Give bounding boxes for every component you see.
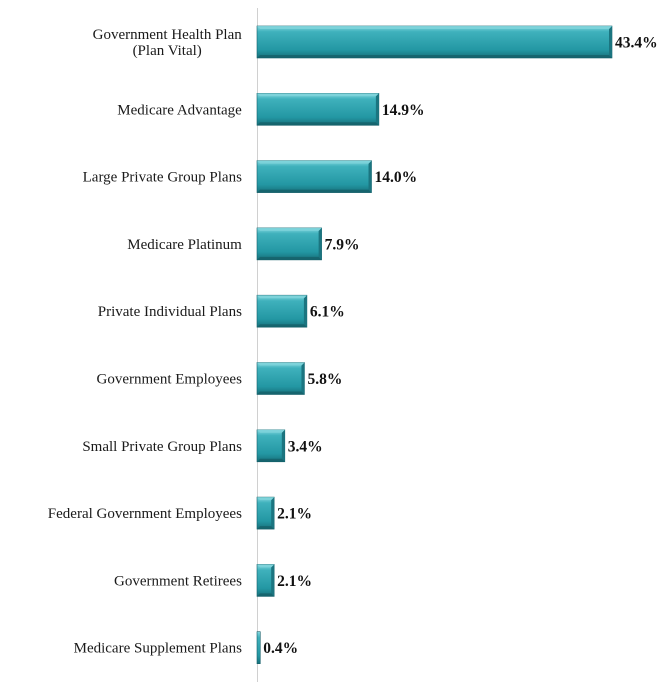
bar-bottom (257, 189, 372, 193)
category-label-1: Government Health Plan (Plan Vital) (93, 27, 243, 59)
bar-9 (256, 564, 275, 597)
bar-6 (256, 362, 305, 395)
bar-face (256, 227, 322, 261)
category-label-line: Large Private Group Plans (83, 170, 242, 186)
bar-side (301, 362, 305, 395)
value-label-6: 5.8% (307, 371, 342, 388)
bar-side (318, 227, 322, 260)
bar-bottom (257, 593, 275, 597)
bar-bottom (257, 458, 285, 462)
bar-bottom (257, 122, 379, 126)
value-label-10: 0.4% (263, 640, 298, 657)
category-label-2: Medicare Advantage (117, 102, 242, 118)
bar-10 (256, 631, 261, 665)
bar-bottom (257, 526, 275, 530)
bar-side (271, 564, 275, 597)
category-labels-group: Government Health Plan (Plan Vital) Medica… (48, 27, 242, 657)
bar-1 (256, 25, 613, 59)
bar-face (256, 160, 372, 193)
category-label-10: Medicare Supplement Plans (74, 641, 242, 657)
bar-top (257, 564, 275, 568)
bar-top (257, 160, 372, 164)
category-label-line: Medicare Platinum (127, 237, 242, 253)
bar-side (281, 429, 285, 462)
bar-face (256, 93, 380, 126)
bar-top (257, 497, 275, 501)
value-label-8: 2.1% (277, 506, 312, 523)
bar-side (368, 160, 372, 193)
category-label-line: Small Private Group Plans (82, 439, 242, 455)
category-label-line: Medicare Supplement Plans (74, 641, 242, 657)
category-label-5: Private Individual Plans (98, 304, 242, 320)
bar-side (271, 497, 275, 530)
bar-side (375, 93, 379, 126)
category-label-line: Private Individual Plans (98, 304, 242, 320)
value-label-9: 2.1% (277, 573, 312, 590)
category-label-line: Medicare Advantage (117, 102, 242, 118)
bar-face (256, 25, 613, 59)
bar-top (257, 26, 612, 29)
bars-group (256, 25, 613, 665)
category-label-line: Federal Government Employees (48, 506, 242, 522)
bar-side (609, 26, 612, 58)
bar-5 (256, 294, 308, 328)
category-label-9: Government Retirees (114, 573, 242, 589)
category-label-6: Government Employees (97, 372, 243, 388)
value-label-5: 6.1% (310, 304, 345, 321)
bar-4 (256, 227, 322, 261)
value-label-7: 3.4% (288, 438, 323, 455)
bar-3 (256, 160, 372, 193)
value-label-3: 14.0% (375, 169, 418, 186)
bar-top (257, 93, 379, 97)
bar-face (256, 429, 286, 463)
category-label-4: Medicare Platinum (127, 237, 242, 253)
bar-bottom (257, 55, 612, 58)
bar-top (257, 362, 305, 366)
bar-side (303, 295, 307, 328)
bar-top (257, 429, 285, 433)
category-label-3: Large Private Group Plans (83, 170, 242, 186)
category-label-line: Government Employees (97, 372, 243, 388)
bar-2 (256, 93, 380, 126)
bar-face (256, 294, 308, 328)
category-label-7: Small Private Group Plans (82, 439, 242, 455)
value-label-2: 14.9% (382, 102, 425, 119)
bar-face (256, 631, 261, 665)
bar-bottom (257, 324, 307, 328)
bar-top (257, 227, 322, 231)
category-label-8: Federal Government Employees (48, 506, 242, 522)
value-label-1: 43.4% (615, 35, 658, 52)
bar-8 (256, 496, 275, 530)
category-label-line: (Plan Vital) (133, 43, 202, 59)
bar-7 (256, 429, 286, 463)
bar-top (257, 295, 307, 299)
value-label-4: 7.9% (325, 236, 360, 253)
bar-bottom (257, 256, 322, 260)
bar-face (256, 362, 305, 395)
category-label-line: Government Retirees (114, 573, 242, 589)
bar-bottom (257, 391, 305, 395)
value-labels-group: 43.4% 14.9% 14.0% 7.9% 6.1% 5.8% 3.4% 2.1% 2.1% 0… (263, 35, 657, 658)
category-label-line: Government Health Plan (93, 27, 243, 43)
